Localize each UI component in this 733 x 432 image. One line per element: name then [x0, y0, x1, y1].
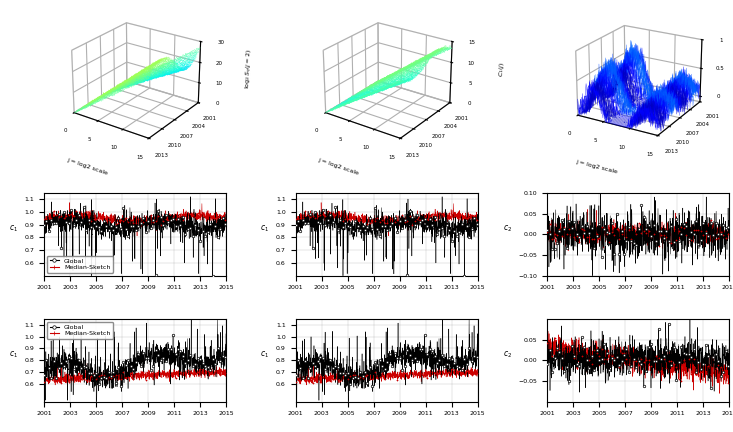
Y-axis label: $c_2$: $c_2$ — [503, 350, 512, 360]
Y-axis label: $c_1$: $c_1$ — [9, 350, 18, 360]
Y-axis label: $c_2$: $c_2$ — [503, 224, 512, 234]
Y-axis label: $c_1$: $c_1$ — [260, 350, 269, 360]
X-axis label: j = log2 scale: j = log2 scale — [575, 159, 617, 175]
Y-axis label: $c_1$: $c_1$ — [260, 224, 269, 234]
Legend: Global, Median-Sketch: Global, Median-Sketch — [47, 322, 113, 339]
Legend: Global, Median-Sketch: Global, Median-Sketch — [47, 256, 113, 273]
Y-axis label: $c_1$: $c_1$ — [9, 224, 18, 234]
X-axis label: j = log2 scale: j = log2 scale — [317, 157, 360, 176]
X-axis label: j = log2 scale: j = log2 scale — [66, 157, 108, 176]
